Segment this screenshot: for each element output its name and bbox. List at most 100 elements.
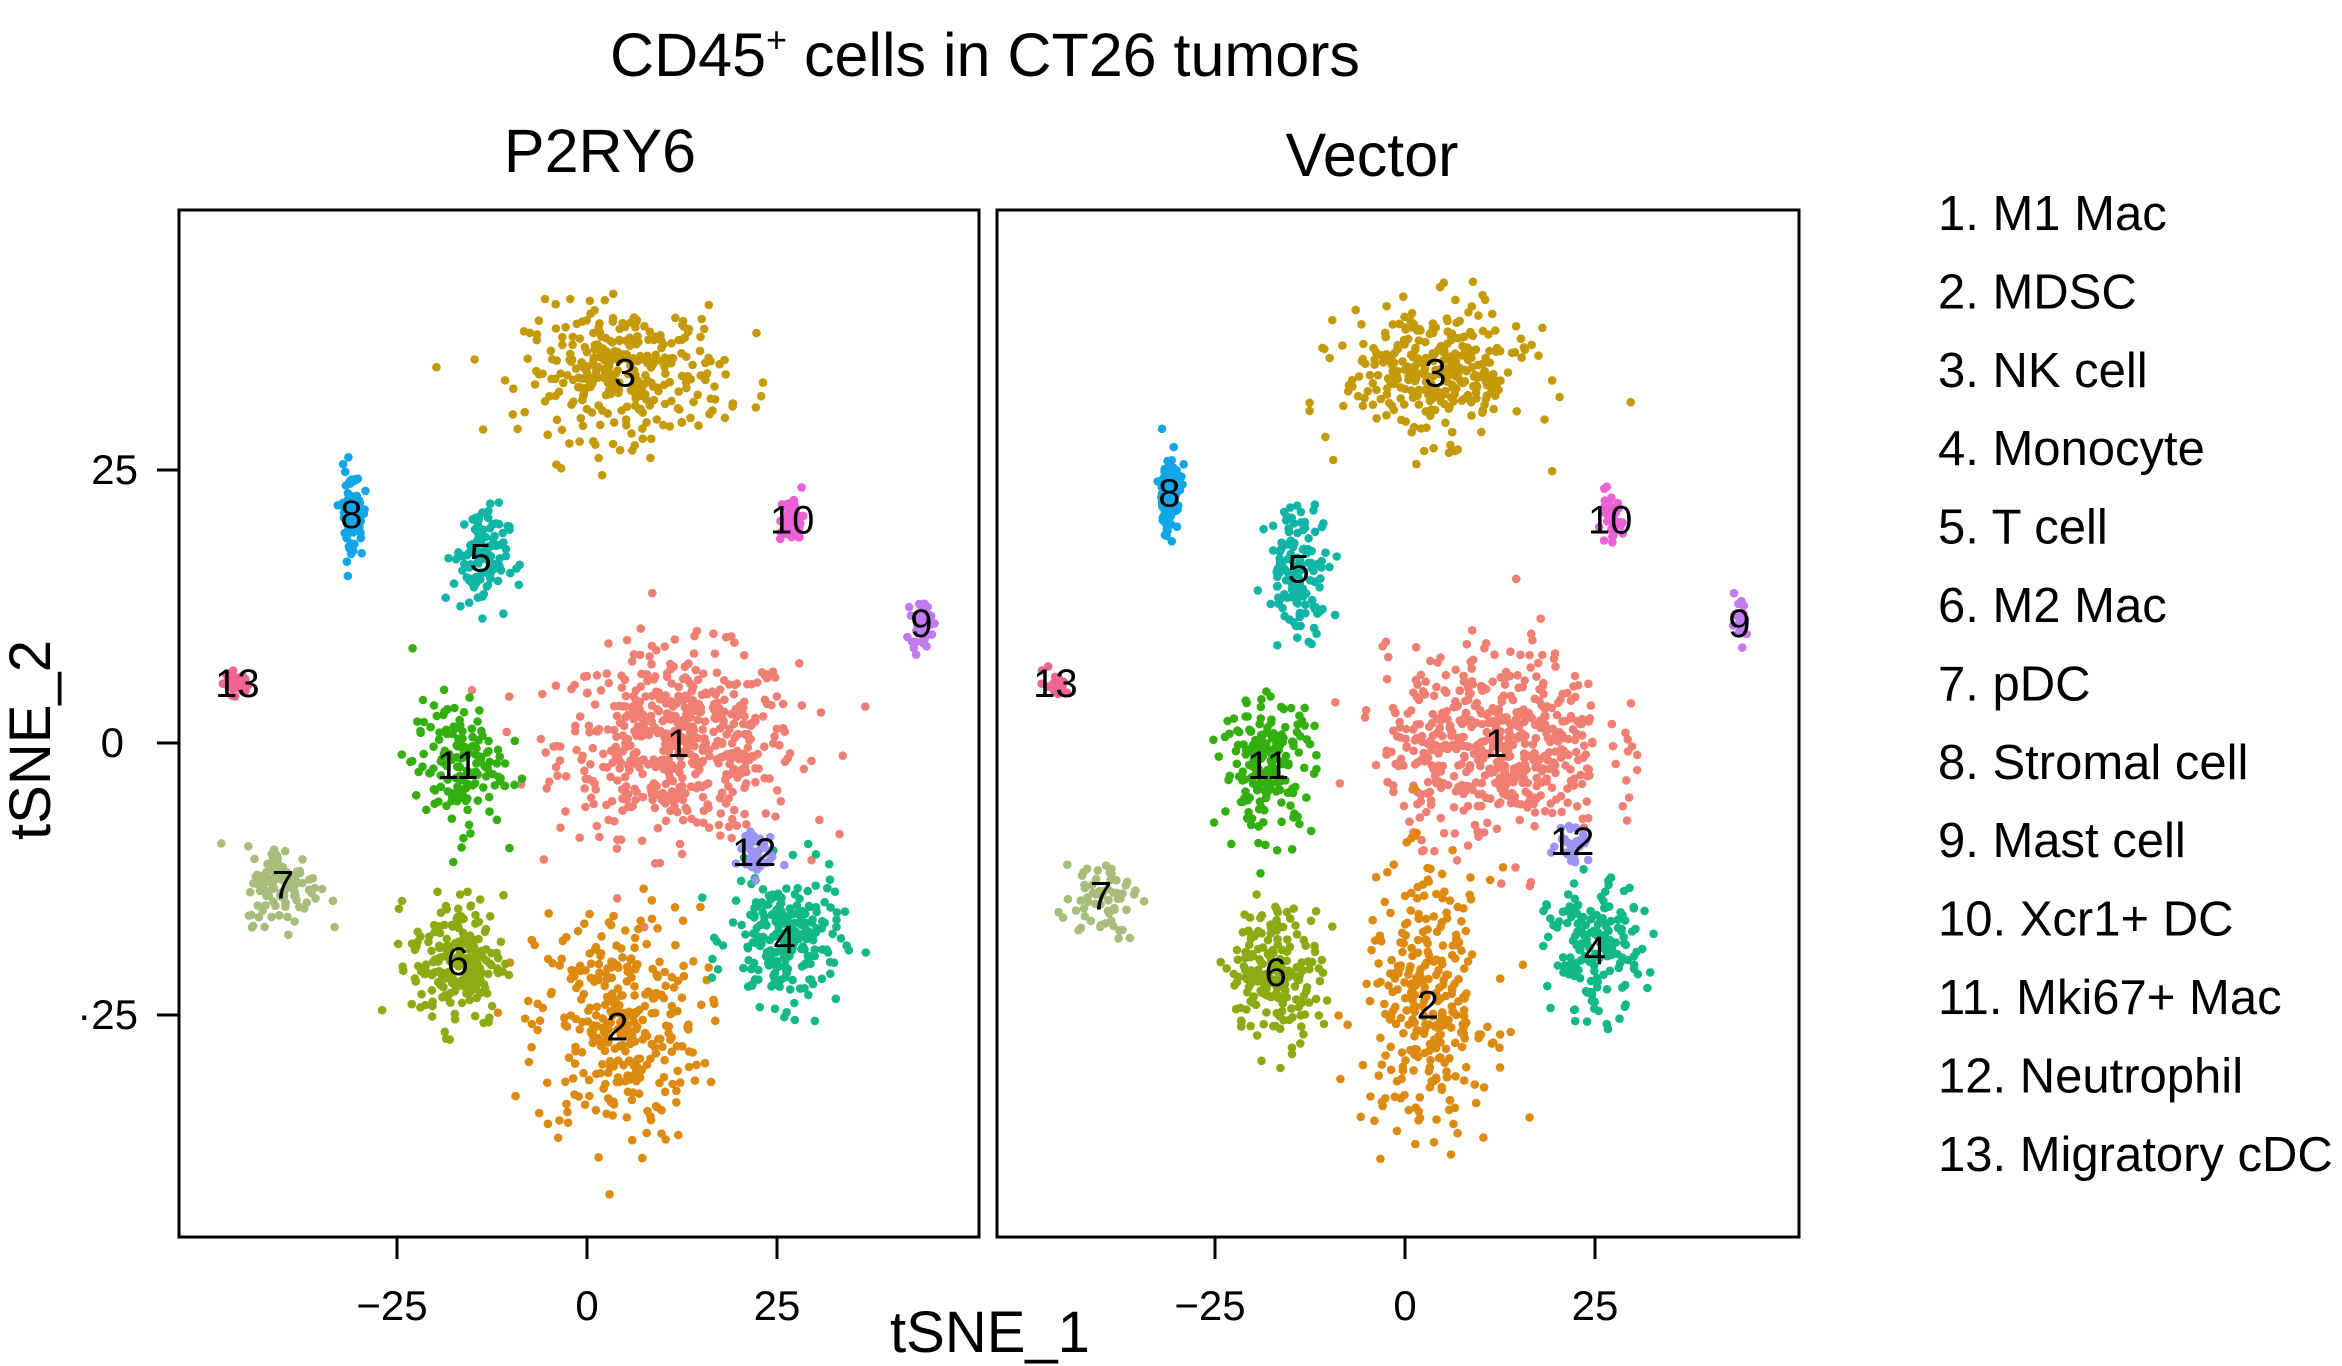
point-cluster-1 <box>1626 699 1636 708</box>
point-cluster-2 <box>1413 1052 1423 1062</box>
point-cluster-1 <box>579 672 589 681</box>
point-cluster-1 <box>768 667 778 676</box>
point-cluster-11 <box>453 742 463 751</box>
point-cluster-2 <box>1443 1072 1452 1082</box>
point-cluster-1 <box>580 784 589 793</box>
title-suffix: cells in CT26 tumors <box>787 21 1360 89</box>
point-cluster-6 <box>1272 905 1282 914</box>
point-cluster-3 <box>1381 332 1390 342</box>
point-cluster-13 <box>238 680 248 690</box>
point-cluster-5 <box>1280 611 1289 621</box>
point-cluster-3 <box>1463 355 1473 365</box>
point-cluster-1 <box>612 894 622 903</box>
point-cluster-4 <box>1618 983 1627 992</box>
cluster-label-3: 3 <box>614 351 636 395</box>
point-cluster-2 <box>1422 958 1431 967</box>
point-cluster-2 <box>1397 1048 1407 1057</box>
point-cluster-1 <box>1477 709 1486 718</box>
point-cluster-1 <box>617 671 626 680</box>
point-cluster-1 <box>660 642 670 651</box>
point-cluster-4 <box>1571 931 1580 941</box>
point-cluster-2 <box>661 981 670 991</box>
point-cluster-1 <box>771 812 780 821</box>
point-cluster-2 <box>493 1008 503 1017</box>
point-cluster-1 <box>604 815 613 825</box>
point-cluster-5 <box>494 498 504 507</box>
point-cluster-6 <box>1318 968 1328 977</box>
point-cluster-3 <box>1538 323 1547 333</box>
point-cluster-6 <box>416 967 426 976</box>
point-cluster-2 <box>630 991 639 1000</box>
point-cluster-1 <box>596 686 606 695</box>
point-cluster-4 <box>757 898 767 907</box>
point-cluster-1 <box>1450 742 1460 752</box>
point-cluster-3 <box>677 335 687 345</box>
point-cluster-11 <box>414 767 423 777</box>
point-cluster-1 <box>1519 732 1528 741</box>
point-cluster-11 <box>1279 733 1288 743</box>
point-cluster-11 <box>484 736 493 746</box>
point-cluster-1 <box>1395 723 1405 732</box>
point-cluster-5 <box>494 519 504 529</box>
point-cluster-4 <box>792 901 802 910</box>
point-cluster-2 <box>592 1021 601 1030</box>
point-cluster-1 <box>637 836 647 845</box>
point-cluster-2 <box>1479 1083 1489 1092</box>
point-cluster-7 <box>298 855 307 864</box>
point-cluster-5 <box>467 578 477 588</box>
point-cluster-8 <box>346 479 355 488</box>
point-cluster-6 <box>499 890 508 900</box>
point-cluster-3 <box>1414 336 1424 345</box>
point-cluster-3 <box>556 464 566 473</box>
point-cluster-1 <box>1451 665 1460 675</box>
point-cluster-1 <box>1450 829 1460 838</box>
point-cluster-4 <box>788 975 797 985</box>
point-cluster-1 <box>599 749 608 759</box>
point-cluster-3 <box>1414 400 1424 409</box>
point-cluster-3 <box>720 355 729 365</box>
point-cluster-6 <box>424 937 433 947</box>
point-cluster-3 <box>557 425 567 435</box>
point-cluster-1 <box>1479 754 1488 763</box>
point-cluster-1 <box>725 759 734 769</box>
point-cluster-4 <box>1614 963 1624 973</box>
point-cluster-3 <box>1353 391 1363 401</box>
point-cluster-5 <box>1278 603 1287 613</box>
point-cluster-1 <box>667 787 677 796</box>
point-cluster-11 <box>1234 727 1244 737</box>
point-cluster-2 <box>609 1097 618 1106</box>
point-cluster-6 <box>492 948 501 958</box>
point-cluster-2 <box>1459 1005 1469 1015</box>
point-cluster-2 <box>634 924 643 934</box>
point-cluster-4 <box>790 918 800 928</box>
point-cluster-2 <box>666 1009 675 1019</box>
legend-item-7: 7. pDC <box>1938 657 2091 711</box>
point-cluster-11 <box>1214 752 1224 761</box>
point-cluster-2 <box>605 1190 614 1199</box>
point-cluster-3 <box>681 377 691 387</box>
point-cluster-2 <box>580 1100 590 1109</box>
point-cluster-3 <box>1400 312 1409 322</box>
point-cluster-11 <box>448 792 457 801</box>
point-cluster-3 <box>704 353 713 363</box>
point-cluster-1 <box>1557 807 1566 817</box>
point-cluster-11 <box>492 759 502 768</box>
point-cluster-11 <box>1259 818 1268 827</box>
point-cluster-1 <box>678 815 688 825</box>
point-cluster-1 <box>1485 764 1494 774</box>
point-cluster-11 <box>1300 703 1309 713</box>
point-cluster-2 <box>616 1030 626 1040</box>
point-cluster-12 <box>751 876 760 885</box>
point-cluster-1 <box>1436 653 1445 662</box>
point-cluster-2 <box>1447 1002 1457 1011</box>
point-cluster-5 <box>462 550 472 560</box>
point-cluster-2 <box>622 1113 632 1122</box>
point-cluster-1 <box>555 756 565 765</box>
point-cluster-3 <box>1512 407 1521 416</box>
point-cluster-6 <box>457 998 467 1008</box>
point-cluster-3 <box>647 434 656 444</box>
point-cluster-6 <box>1247 949 1257 959</box>
point-cluster-1 <box>1414 695 1424 705</box>
point-cluster-4 <box>753 932 762 941</box>
point-cluster-4 <box>713 965 723 974</box>
